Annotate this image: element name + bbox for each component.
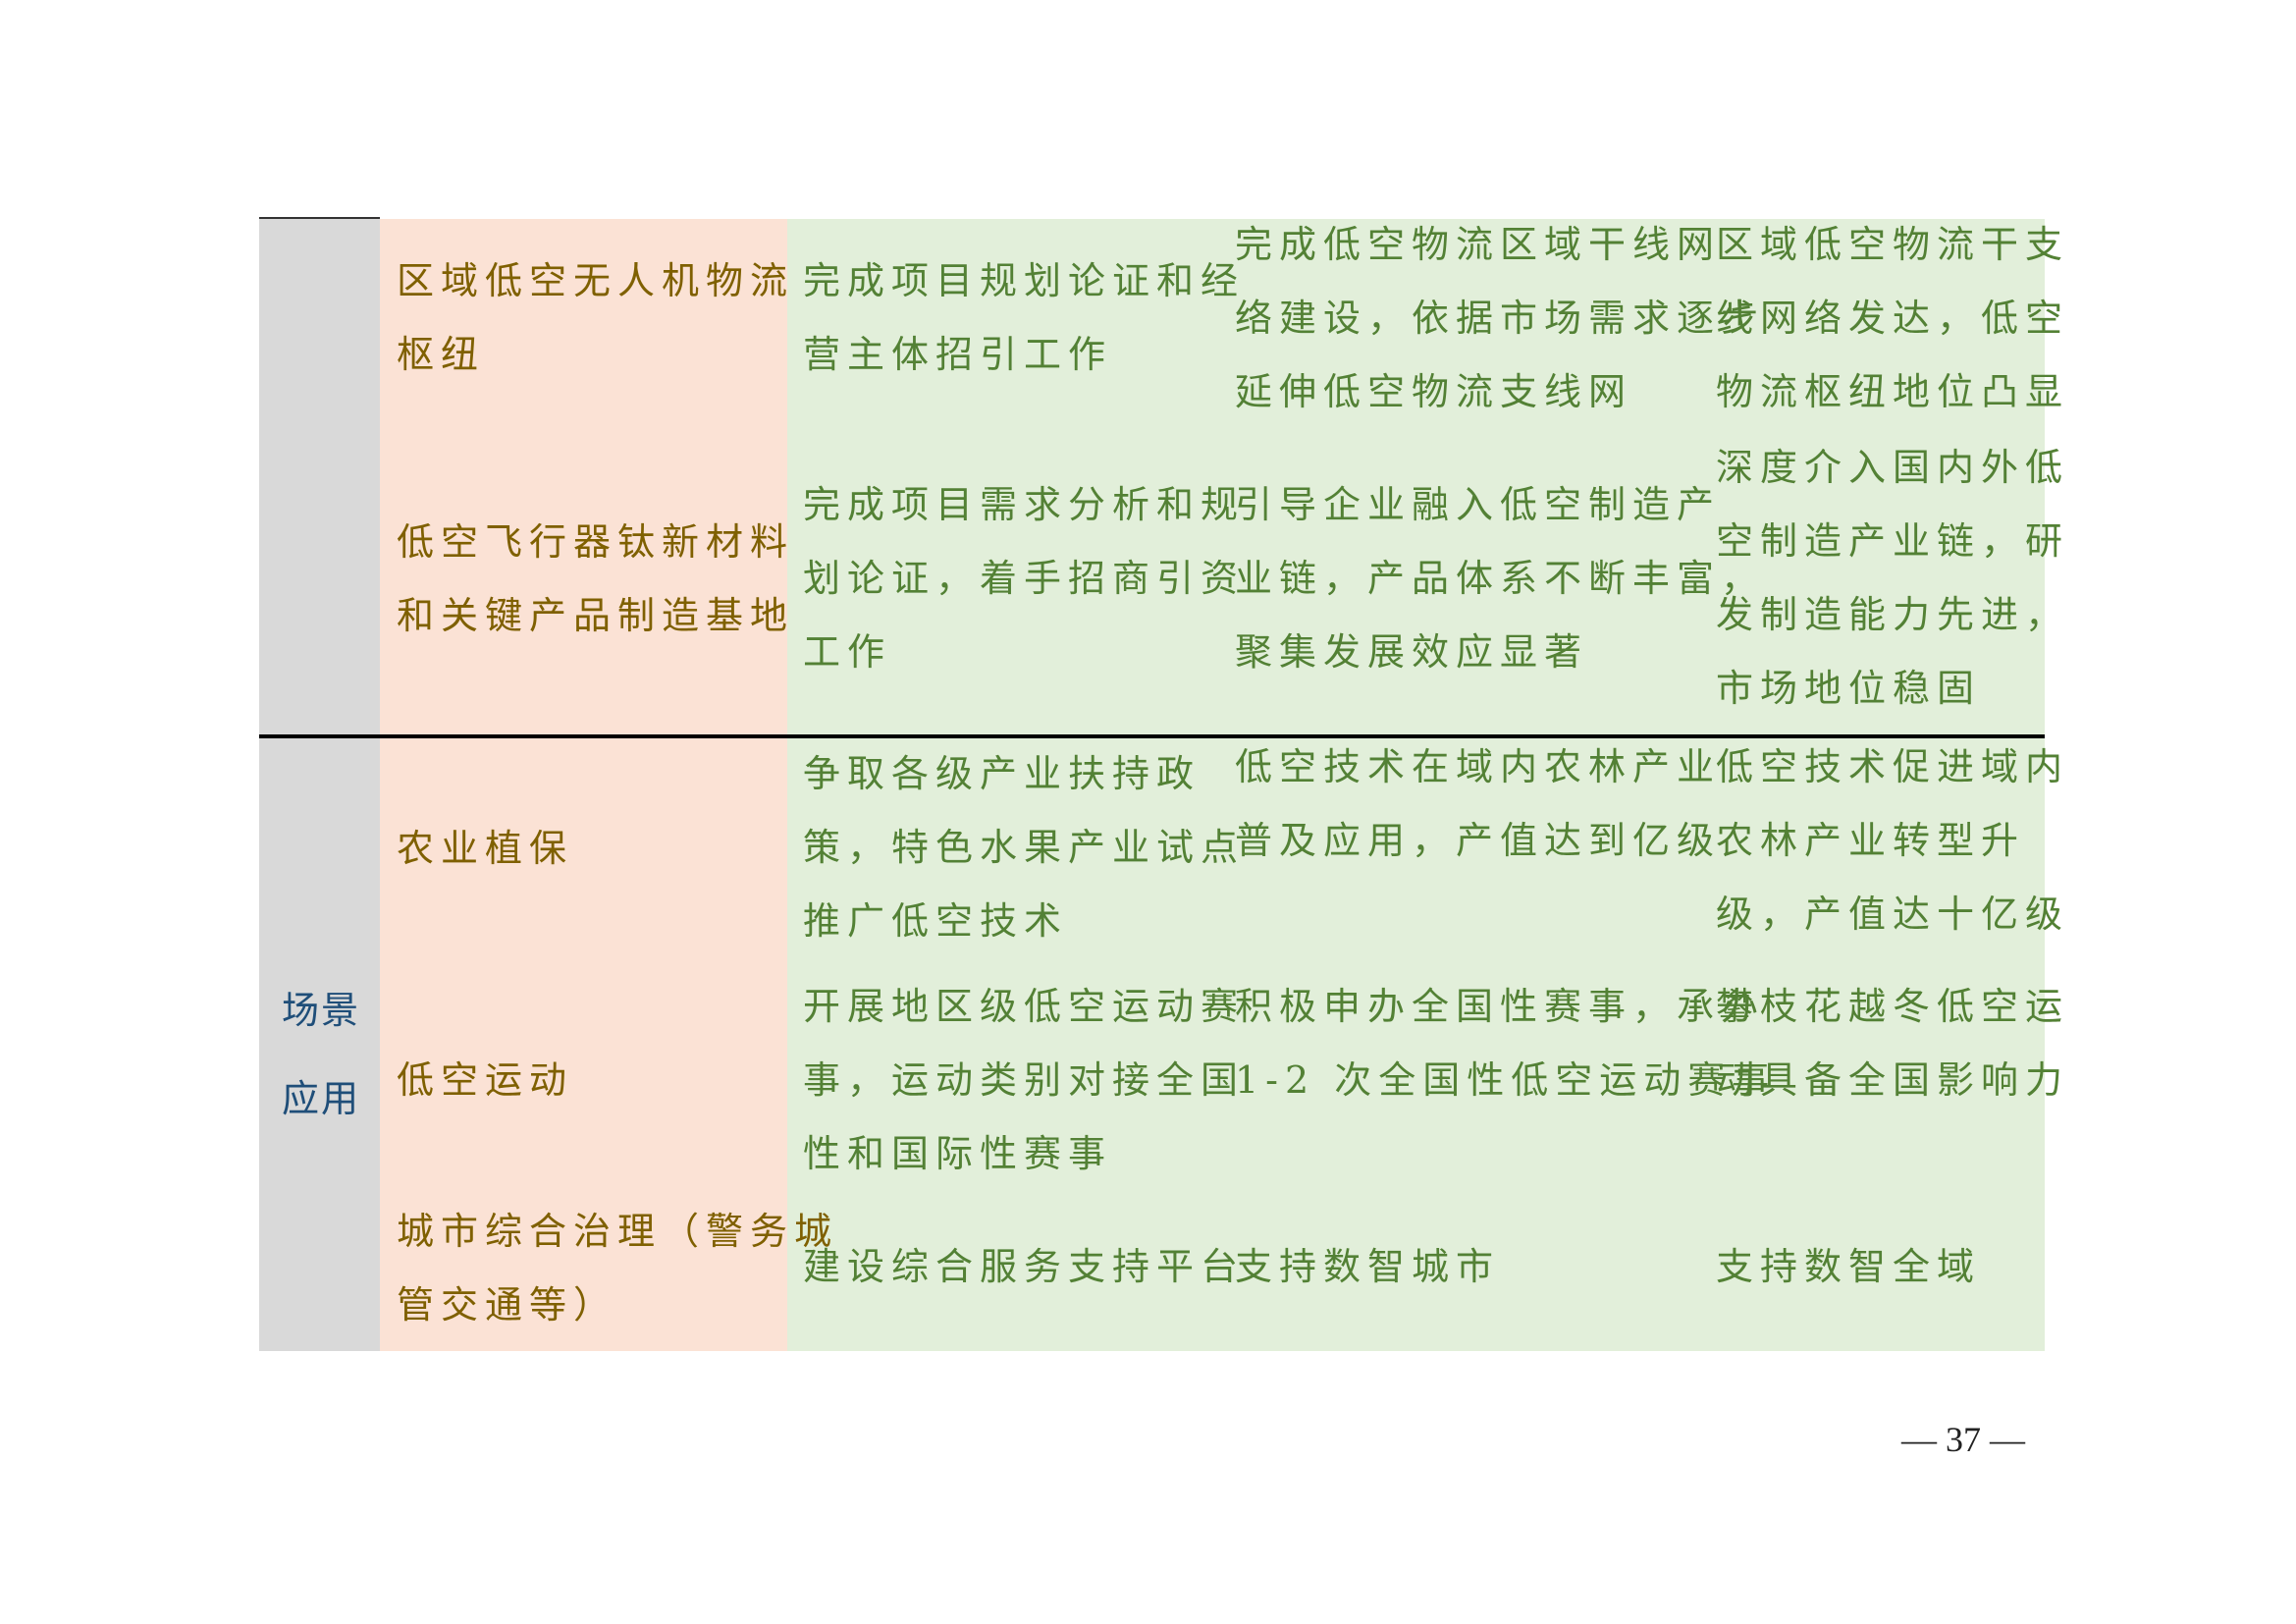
stage2-cell: 完成低空物流区域干线网络建设，依据市场需求逐步 延伸低空物流支线网 [1235, 208, 1765, 429]
cell-line: 络建设，依据市场需求逐步 [1235, 297, 1766, 340]
project-name-cell: 低空飞行器钛新材料 和关键产品制造基地 [397, 506, 794, 653]
cell-line: 普及应用，产值达到亿级 [1235, 819, 1722, 862]
stage1-cell: 完成项目规划论证和经 营主体招引工作 [803, 244, 1245, 392]
section-divider [259, 734, 2045, 738]
cell-line: 区域低空无人机物流 [397, 259, 795, 302]
stage2-cell: 积极申办全国性赛事，承办 1-2 次全国性低空运动赛事 [1235, 970, 1776, 1117]
cell-line: 支持数智全域 [1716, 1245, 1982, 1288]
cell-line: 和关键产品制造基地 [397, 594, 795, 637]
cell-line: 级，产值达十亿级 [1716, 893, 2070, 936]
section-label-column [259, 219, 380, 1351]
stage3-cell: 深度介入国内外低 空制造产业链，研 发制造能力先进， 市场地位稳固 [1716, 431, 2069, 726]
cell-line: 营主体招引工作 [803, 333, 1113, 376]
cell-line: 线网络发达，低空 [1716, 297, 2070, 340]
cell-line: 聚集发展效应显著 [1235, 630, 1589, 674]
cell-line: 农业植保 [397, 827, 574, 870]
cell-line: 完成低空物流区域干线网 [1235, 223, 1722, 266]
cell-line: 建设综合服务支持平台 [803, 1245, 1246, 1288]
cell-line: 引导企业融入低空制造产 [1235, 483, 1722, 526]
stage-columns [787, 219, 2045, 1351]
cell-line: 低空技术促进域内 [1716, 745, 2070, 788]
cell-line: 完成项目需求分析和规 [803, 483, 1246, 526]
cell-line: 低空飞行器钛新材料 [397, 520, 795, 564]
cell-line: 管交通等） [397, 1283, 618, 1326]
section-label: 场景 应用 [282, 966, 360, 1143]
project-name-cell: 区域低空无人机物流 枢纽 [397, 244, 794, 392]
cell-line: 策，特色水果产业试点 [803, 826, 1246, 869]
cell-line: 完成项目规划论证和经 [803, 259, 1246, 302]
cell-line: 农林产业转型升 [1716, 819, 2026, 862]
project-name-cell: 农业植保 [397, 812, 573, 886]
cell-line: 推广低空技术 [803, 899, 1069, 943]
cell-line: 争取各级产业扶持政 [803, 752, 1201, 795]
stage1-cell: 争取各级产业扶持政策，特色水果产业试点 推广低空技术 [803, 737, 1245, 958]
cell-line: 性和国际性赛事 [803, 1132, 1113, 1175]
cell-line: 市场地位稳固 [1716, 667, 1982, 710]
cell-line: 事，运动类别对接全国 [803, 1058, 1246, 1102]
project-name-cell: 城市综合治理（警务城 管交通等） [397, 1195, 838, 1342]
cell-line: 物流枢纽地位凸显 [1716, 370, 2070, 413]
cell-line: 积极申办全国性赛事，承办 [1235, 985, 1766, 1028]
cell-line: 延伸低空物流支线网 [1235, 370, 1633, 413]
cell-line: 开展地区级低空运动赛 [803, 985, 1246, 1028]
cell-line: 区域低空物流干支 [1716, 223, 2070, 266]
project-name-column [380, 219, 787, 1351]
cell-line: 深度介入国内外低 [1716, 446, 2070, 489]
cell-line: 支持数智城市 [1235, 1245, 1501, 1288]
cell-line: 1-2 次全国性低空运动赛事 [1235, 1058, 1777, 1102]
cell-line: 城市综合治理（警务城 [397, 1210, 839, 1253]
stage2-cell: 低空技术在域内农林产业 普及应用，产值达到亿级 [1235, 731, 1721, 878]
stage2-cell: 引导企业融入低空制造产业链，产品体系不断丰富， 聚集发展效应显著 [1235, 468, 1765, 689]
page-number: — 37 — [1901, 1420, 2025, 1459]
section-label-line: 场景 [282, 989, 361, 1032]
cell-line: 工作 [803, 630, 892, 674]
stage3-cell: 区域低空物流干支 线网络发达，低空 物流枢纽地位凸显 [1716, 208, 2069, 429]
cell-line: 低空运动 [397, 1058, 574, 1102]
cell-line: 动具备全国影响力 [1716, 1058, 2070, 1102]
project-name-cell: 低空运动 [397, 1044, 573, 1117]
cell-line: 攀枝花越冬低空运 [1716, 985, 2070, 1028]
cell-line: 空制造产业链，研 [1716, 519, 2070, 563]
stage1-cell: 建设综合服务支持平台 [803, 1230, 1245, 1304]
table-top-rule [259, 217, 380, 219]
stage3-cell: 低空技术促进域内 农林产业转型升级，产值达十亿级 [1716, 731, 2069, 951]
stage1-cell: 开展地区级低空运动赛 事，运动类别对接全国 性和国际性赛事 [803, 970, 1245, 1191]
cell-line: 低空技术在域内农林产业 [1235, 745, 1722, 788]
cell-line: 业链，产品体系不断丰富， [1235, 557, 1766, 600]
cell-line: 划论证，着手招商引资 [803, 557, 1246, 600]
section-label-line: 应用 [282, 1077, 361, 1120]
stage3-cell: 支持数智全域 [1716, 1230, 1981, 1304]
cell-line: 枢纽 [397, 333, 486, 376]
stage1-cell: 完成项目需求分析和规 划论证，着手招商引资 工作 [803, 468, 1245, 689]
stage2-cell: 支持数智城市 [1235, 1230, 1500, 1304]
stage3-cell: 攀枝花越冬低空运 动具备全国影响力 [1716, 970, 2069, 1117]
cell-line: 发制造能力先进， [1716, 593, 2070, 636]
